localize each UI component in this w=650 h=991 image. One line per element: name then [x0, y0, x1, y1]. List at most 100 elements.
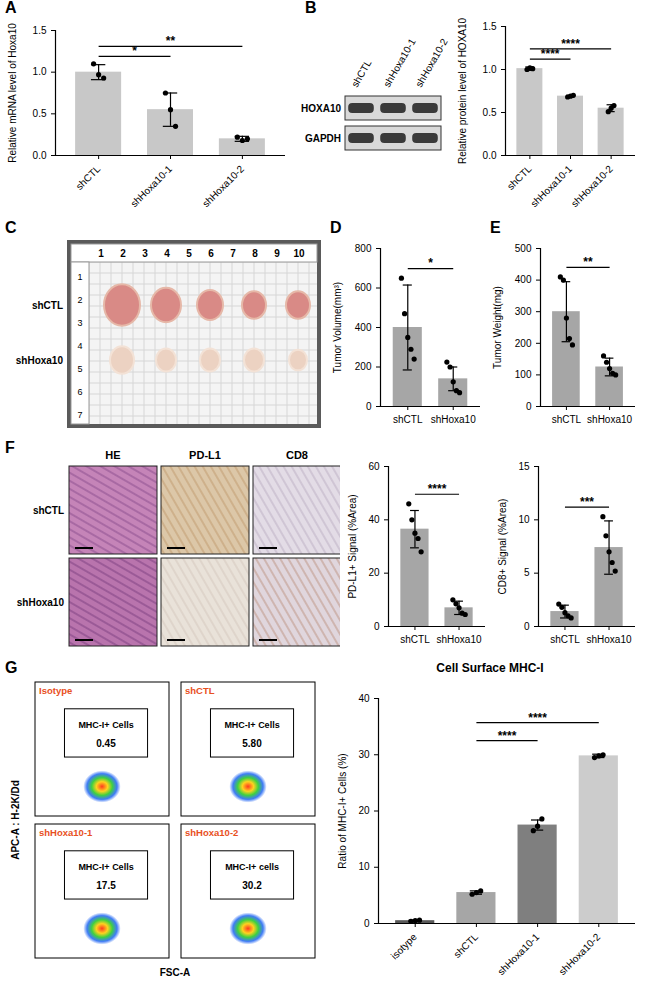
svg-text:****: ****	[428, 482, 447, 496]
svg-text:1.0: 1.0	[33, 66, 47, 77]
svg-text:5: 5	[77, 364, 82, 374]
svg-text:MHC-I+ Cells: MHC-I+ Cells	[78, 720, 133, 730]
svg-text:4: 4	[164, 248, 170, 259]
svg-text:0.0: 0.0	[33, 150, 47, 161]
svg-text:10: 10	[293, 248, 305, 259]
svg-text:shCTL: shCTL	[32, 300, 63, 311]
svg-text:shCTL: shCTL	[550, 634, 580, 645]
svg-text:Relative mRNA level of Hoxa10: Relative mRNA level of Hoxa10	[7, 23, 18, 163]
svg-text:shCTL: shCTL	[393, 414, 423, 425]
svg-text:Tumor Volume(mm³): Tumor Volume(mm³)	[332, 282, 343, 373]
svg-text:shHoxa10-1: shHoxa10-1	[381, 36, 418, 89]
svg-text:17.5: 17.5	[96, 880, 116, 891]
svg-text:shHoxa10: shHoxa10	[587, 634, 632, 645]
svg-text:shHoxa10-2: shHoxa10-2	[413, 36, 450, 89]
svg-text:shHoxa10: shHoxa10	[17, 597, 65, 608]
svg-text:40: 40	[368, 514, 380, 525]
svg-text:HOXA10: HOXA10	[301, 103, 341, 114]
svg-text:1: 1	[98, 248, 104, 259]
svg-text:5: 5	[524, 567, 530, 578]
svg-text:6: 6	[77, 387, 82, 397]
svg-text:shHoxa10-2: shHoxa10-2	[557, 931, 603, 977]
svg-text:30.2: 30.2	[242, 880, 262, 891]
svg-text:0: 0	[524, 621, 530, 632]
svg-text:Ratio of MHC-I+ Cells (%): Ratio of MHC-I+ Cells (%)	[337, 753, 348, 868]
svg-text:shCTL: shCTL	[185, 685, 215, 696]
svg-text:3: 3	[142, 248, 148, 259]
svg-text:40: 40	[358, 693, 370, 704]
svg-text:shCTL: shCTL	[451, 931, 480, 960]
svg-text:20: 20	[368, 567, 380, 578]
svg-text:0: 0	[366, 401, 372, 412]
svg-text:**: **	[583, 255, 593, 269]
svg-text:0: 0	[364, 918, 370, 929]
svg-text:****: ****	[528, 711, 547, 725]
svg-text:shHoxa10-1: shHoxa10-1	[128, 163, 174, 209]
svg-text:shHoxa10: shHoxa10	[587, 414, 632, 425]
svg-text:GAPDH: GAPDH	[305, 133, 341, 144]
svg-text:shCTL: shCTL	[552, 414, 582, 425]
svg-text:FSC-A: FSC-A	[160, 967, 191, 978]
svg-text:1.5: 1.5	[483, 21, 497, 32]
svg-text:5: 5	[186, 248, 192, 259]
svg-text:shHoxa10: shHoxa10	[437, 634, 482, 645]
svg-text:200: 200	[515, 338, 532, 349]
svg-text:60: 60	[368, 461, 380, 472]
svg-text:shCTL: shCTL	[505, 163, 534, 192]
svg-text:PD-L1: PD-L1	[189, 449, 221, 461]
svg-text:2: 2	[77, 295, 82, 305]
svg-text:6: 6	[208, 248, 214, 259]
svg-text:MHC-I+ Cells: MHC-I+ Cells	[78, 862, 133, 872]
svg-text:shHoxa10-1: shHoxa10-1	[528, 163, 574, 209]
svg-text:2: 2	[120, 248, 126, 259]
svg-text:shCTL: shCTL	[349, 58, 373, 89]
svg-text:****: ****	[541, 47, 560, 61]
svg-text:shHoxa10-2: shHoxa10-2	[200, 163, 246, 209]
svg-text:0.5: 0.5	[33, 108, 47, 119]
svg-text:9: 9	[274, 248, 280, 259]
svg-text:400: 400	[515, 274, 532, 285]
svg-text:800: 800	[355, 243, 372, 254]
svg-text:Tumor Weight(mg): Tumor Weight(mg)	[492, 286, 503, 369]
svg-text:shHoxa10: shHoxa10	[431, 414, 476, 425]
svg-text:shCTL: shCTL	[74, 163, 103, 192]
svg-text:APC-A : H-2K/Dd: APC-A : H-2K/Dd	[10, 780, 21, 860]
svg-text:shHoxa10: shHoxa10	[16, 355, 64, 366]
svg-text:300: 300	[515, 306, 532, 317]
svg-text:MHC-I+ cells: MHC-I+ cells	[225, 862, 279, 872]
svg-text:10: 10	[358, 861, 370, 872]
svg-text:*: *	[428, 256, 433, 270]
svg-text:7: 7	[77, 410, 82, 420]
svg-text:500: 500	[515, 243, 532, 254]
svg-text:shCTL: shCTL	[33, 505, 64, 516]
svg-text:0: 0	[374, 621, 380, 632]
svg-text:PD-L1+ Signal (%Area): PD-L1+ Signal (%Area)	[347, 494, 358, 598]
svg-text:****: ****	[561, 37, 580, 51]
svg-text:MHC-I+ Cells: MHC-I+ Cells	[224, 720, 279, 730]
svg-text:shCTL: shCTL	[400, 634, 430, 645]
svg-text:5.80: 5.80	[242, 738, 262, 749]
svg-text:30: 30	[358, 749, 370, 760]
svg-text:HE: HE	[105, 449, 120, 461]
svg-text:shHoxa10-2: shHoxa10-2	[569, 163, 615, 209]
svg-text:*: *	[132, 44, 137, 58]
svg-text:shHoxa10-1: shHoxa10-1	[495, 931, 541, 977]
svg-text:shHoxa10-1: shHoxa10-1	[39, 827, 93, 838]
svg-text:**: **	[166, 34, 176, 48]
svg-text:4: 4	[77, 341, 82, 351]
svg-text:1: 1	[77, 272, 82, 282]
svg-text:0.5: 0.5	[483, 107, 497, 118]
svg-text:3: 3	[77, 318, 82, 328]
svg-text:****: ****	[498, 729, 517, 743]
svg-text:***: ***	[580, 495, 594, 509]
svg-text:600: 600	[355, 282, 372, 293]
svg-text:shHoxa10-2: shHoxa10-2	[185, 827, 238, 838]
svg-text:0.45: 0.45	[96, 738, 116, 749]
svg-text:10: 10	[518, 514, 530, 525]
svg-text:8: 8	[252, 248, 258, 259]
svg-text:1.5: 1.5	[33, 25, 47, 36]
svg-text:100: 100	[515, 369, 532, 380]
svg-text:200: 200	[355, 361, 372, 372]
svg-text:Isotype: Isotype	[39, 685, 72, 696]
svg-text:15: 15	[518, 461, 530, 472]
